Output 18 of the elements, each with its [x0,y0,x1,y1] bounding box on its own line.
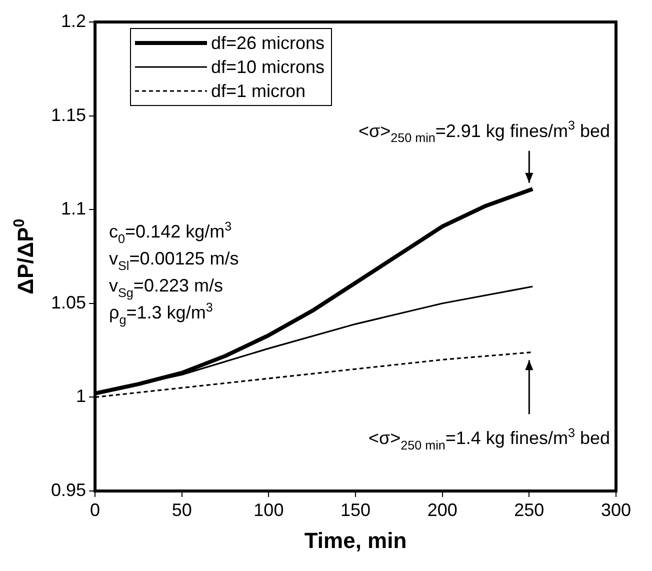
y-tick-label: 1.15 [50,104,86,125]
x-axis-title: Time, min [304,528,407,553]
x-tick-label: 50 [172,500,192,520]
y-tick-label: 1.2 [61,10,86,31]
x-tick-label: 150 [340,500,371,520]
x-tick-label: 200 [427,500,458,520]
x-tick-label: 250 [514,500,544,520]
y-tick-label: 0.95 [50,480,86,500]
legend-label: df=26 microns [211,32,325,55]
y-tick-label: 1.05 [50,292,86,312]
legend-label: df=1 micron [211,80,306,103]
x-tick-label: 100 [254,500,284,520]
y-tick-label: 1 [76,386,86,406]
x-tick-label: 300 [600,500,632,520]
x-tick-label: 0 [90,500,100,520]
y-axis-title: ΔP/ΔP0 [11,218,38,294]
y-tick-label: 1.1 [61,198,86,219]
legend-label: df=10 microns [211,56,325,79]
